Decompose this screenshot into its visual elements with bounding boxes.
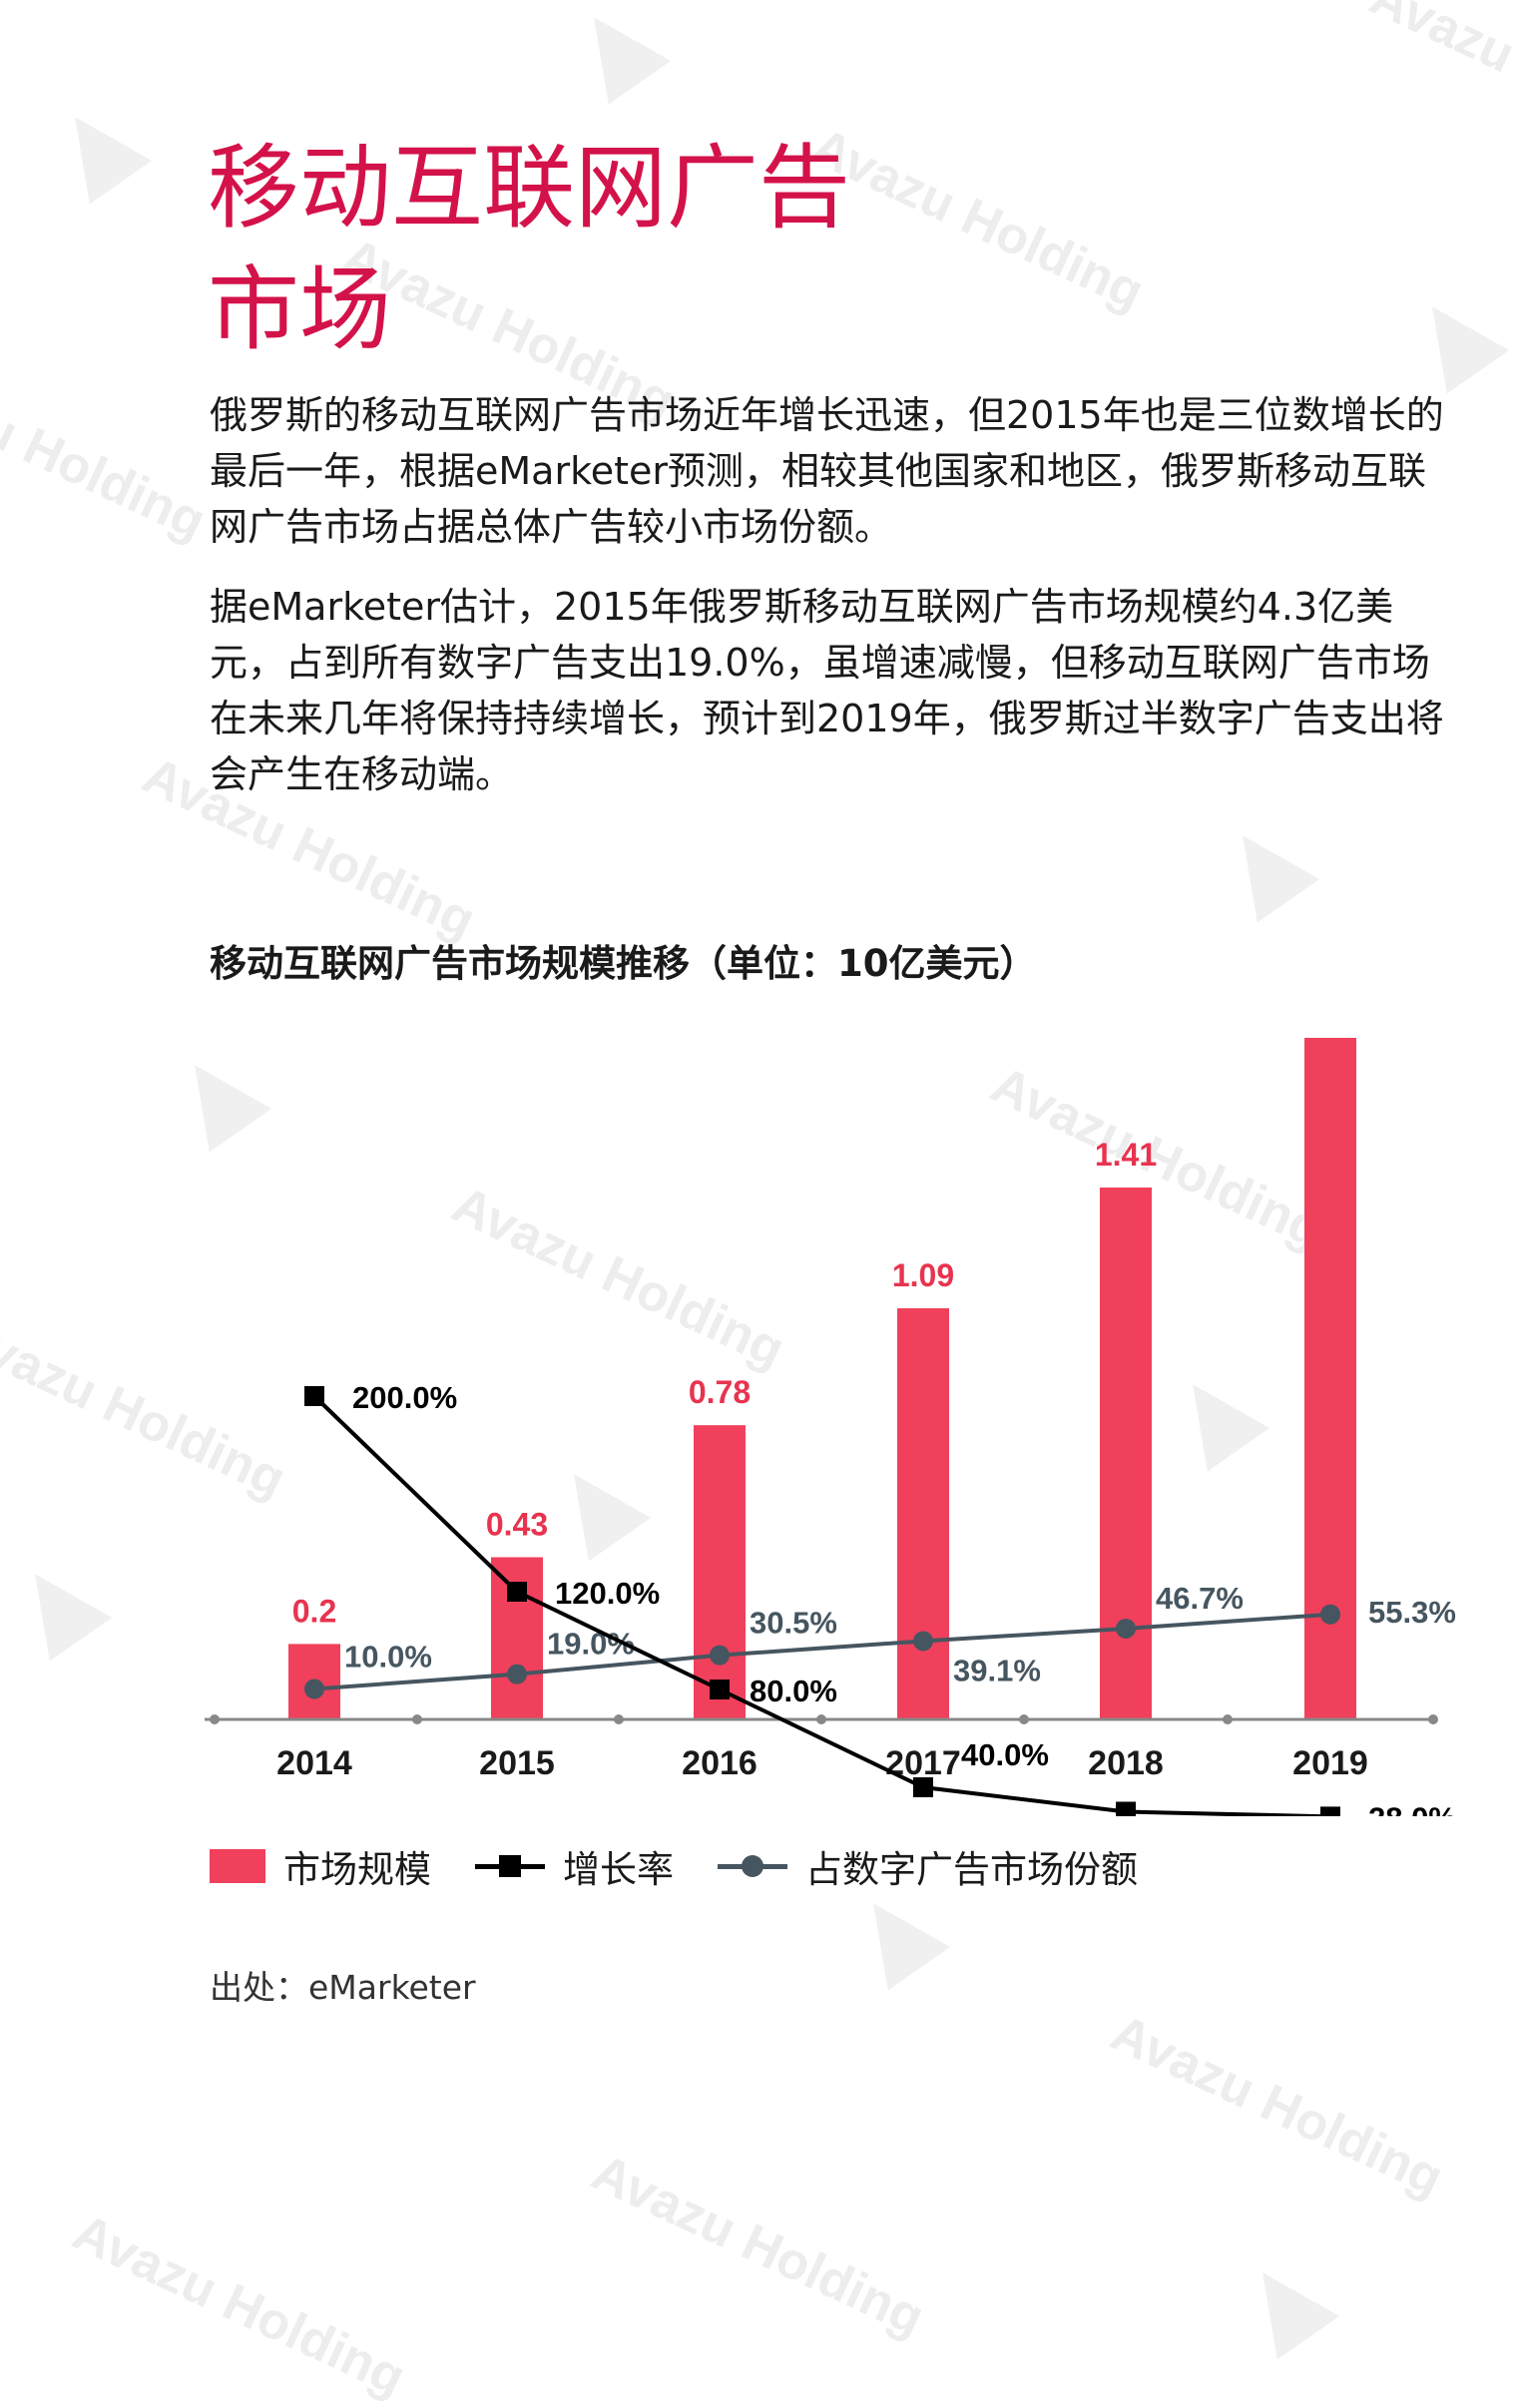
- share-point: [913, 1631, 933, 1652]
- x-tick-label: 2016: [682, 1744, 758, 1782]
- source-note: 出处：eMarketer: [210, 1968, 476, 2007]
- share-point: [1320, 1604, 1340, 1625]
- page-title-line: 移动互联网广告: [208, 135, 851, 241]
- legend-square-line-swatch: [475, 1849, 545, 1883]
- page-title: 移动互联网广告 市场: [208, 128, 850, 371]
- x-tick-label: 2014: [276, 1744, 352, 1782]
- page-title-line: 市场: [208, 256, 392, 363]
- chart-legend: 市场规模 增长率 占数字广告市场份额: [210, 1838, 1182, 1894]
- watermark-logo-icon: [841, 1881, 951, 1991]
- watermark-text: Avazu Holding: [1102, 2003, 1452, 2208]
- x-axis-tick: [210, 1714, 220, 1724]
- bar-value-label: 1.09: [892, 1257, 954, 1293]
- growth-point: [1116, 1801, 1136, 1816]
- share-value-label: 30.5%: [750, 1606, 837, 1641]
- growth-point: [913, 1777, 933, 1797]
- growth-value-label: 200.0%: [352, 1380, 457, 1415]
- watermark-text: Avazu Holding: [583, 2143, 933, 2348]
- growth-line: [312, 1394, 1331, 1816]
- growth-point: [710, 1680, 730, 1699]
- share-value-label: 19.0%: [547, 1627, 635, 1662]
- watermark-logo-icon: [43, 95, 153, 205]
- chart-title: 移动互联网广告市场规模推移（单位：10亿美元）: [210, 942, 1037, 985]
- x-tick-label: 2015: [479, 1744, 555, 1782]
- x-axis-tick: [1223, 1714, 1233, 1724]
- x-axis-tick: [1428, 1714, 1438, 1724]
- growth-point: [1320, 1806, 1340, 1816]
- legend-label: 增长率: [563, 1848, 674, 1891]
- bar-value-label: 0.43: [486, 1506, 548, 1542]
- body-text: 俄罗斯的移动互联网广告市场近年增长迅速，但2015年也是三位数增长的最后一年，根…: [210, 387, 1457, 826]
- share-line: [313, 1612, 1331, 1691]
- x-axis-tick: [1019, 1714, 1029, 1724]
- x-axis-tick: [412, 1714, 422, 1724]
- market-chart: 0.20.430.781.091.411.8120142015201620172…: [205, 1038, 1456, 1816]
- share-point: [1116, 1618, 1136, 1639]
- growth-value-label: 40.0%: [961, 1737, 1049, 1772]
- paragraph: 据eMarketer估计，2015年俄罗斯移动互联网广告市场规模约4.3亿美元，…: [210, 585, 1444, 796]
- watermark-logo-icon: [1400, 284, 1510, 394]
- legend-bar-swatch: [210, 1849, 265, 1883]
- watermark-logo-icon: [562, 0, 672, 105]
- share-value-label: 39.1%: [953, 1653, 1041, 1687]
- share-point: [304, 1679, 324, 1699]
- legend-label: 市场规模: [283, 1848, 431, 1891]
- paragraph: 俄罗斯的移动互联网广告市场近年增长迅速，但2015年也是三位数增长的最后一年，根…: [210, 393, 1444, 549]
- x-axis-tick: [816, 1714, 826, 1724]
- growth-value-label: 28.0%: [1368, 1800, 1456, 1816]
- bar-market-size: [694, 1425, 746, 1719]
- growth-point: [507, 1582, 527, 1602]
- watermark-logo-icon: [1211, 813, 1320, 923]
- growth-value-label: 80.0%: [750, 1674, 837, 1708]
- share-value-label: 55.3%: [1368, 1595, 1456, 1630]
- legend-item-digital-share: 占数字广告市场份额: [718, 1839, 1138, 1893]
- watermark-logo-icon: [1231, 2250, 1340, 2360]
- legend-item-growth-rate: 增长率: [475, 1839, 674, 1893]
- share-point: [507, 1664, 527, 1685]
- x-tick-label: 2019: [1292, 1744, 1368, 1782]
- bar-value-label: 0.78: [689, 1374, 751, 1410]
- watermark-text: Avazu Holding: [802, 117, 1153, 322]
- watermark-text: Avazu Holding: [1361, 0, 1517, 173]
- bar-value-label: 0.2: [292, 1593, 336, 1629]
- legend-label: 占数字广告市场份额: [805, 1848, 1138, 1891]
- watermark-text: Avazu Holding: [64, 2202, 414, 2408]
- growth-value-label: 120.0%: [555, 1576, 660, 1611]
- share-point: [710, 1645, 730, 1666]
- share-value-label: 46.7%: [1156, 1581, 1244, 1616]
- share-value-label: 10.0%: [344, 1640, 432, 1675]
- x-axis-tick: [614, 1714, 624, 1724]
- bar-market-size: [1100, 1188, 1152, 1719]
- legend-item-market-size: 市场规模: [210, 1839, 431, 1893]
- bar-market-size: [897, 1307, 949, 1719]
- watermark-text: Avazu Holding: [0, 346, 215, 552]
- x-tick-label: 2018: [1088, 1744, 1164, 1782]
- growth-point: [304, 1386, 324, 1406]
- bar-value-label: 1.41: [1095, 1137, 1157, 1173]
- bar-market-size: [491, 1557, 543, 1719]
- legend-circle-line-swatch: [718, 1849, 787, 1883]
